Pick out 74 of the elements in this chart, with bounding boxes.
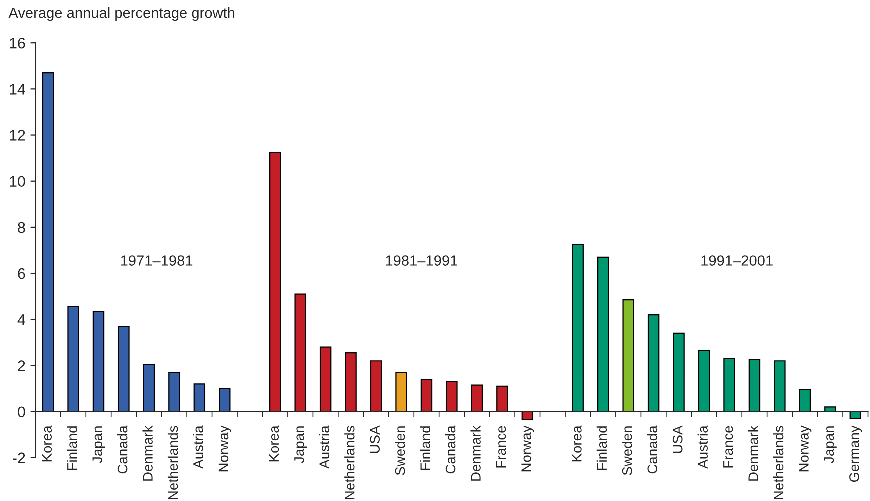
bar [673, 332, 685, 412]
bar [143, 364, 156, 412]
x-tick-label: Norway [799, 426, 812, 472]
x-tick-label: Finland [67, 426, 78, 470]
bar [396, 372, 408, 412]
x-tick-label: Korea [572, 426, 582, 462]
x-tick-label: Korea [42, 426, 52, 462]
y-tick-label: 12 [10, 130, 26, 141]
bar [824, 406, 836, 412]
y-tick-label: 16 [10, 38, 26, 49]
bar [42, 72, 54, 412]
x-tick-label: Japan [294, 426, 308, 464]
bar [774, 360, 786, 412]
x-tick-label: Germany [850, 426, 862, 482]
x-tick-label: Canada [445, 426, 456, 474]
bar [648, 314, 660, 412]
bar [724, 358, 736, 412]
y-tick-label: 0 [18, 406, 26, 418]
x-tick-label: Finland [420, 426, 430, 470]
annotation: 1991–2001 [702, 256, 773, 266]
x-tick-label: Canada [118, 426, 128, 474]
bar [799, 389, 812, 412]
x-tick-label: Korea [269, 426, 280, 462]
bar [219, 388, 231, 412]
x-tick-label: USA [672, 426, 683, 454]
bar [68, 306, 80, 412]
x-tick-label: Denmark [142, 426, 153, 481]
bar [92, 311, 105, 412]
x-tick-label: USA [370, 426, 380, 454]
bar [270, 152, 282, 412]
y-tick-label: 6 [18, 268, 26, 280]
x-tick-label: Japan [92, 426, 106, 464]
bar [118, 326, 130, 412]
x-tick-label: Japan [824, 426, 837, 464]
bar [597, 256, 610, 412]
bar [471, 384, 484, 412]
x-tick-label: Austria [193, 426, 204, 469]
y-tick-label: 10 [10, 176, 26, 188]
y-tick-label: 8 [18, 222, 26, 234]
annotation: 1981–1991 [386, 256, 458, 266]
bar [345, 352, 357, 412]
bar [446, 381, 458, 412]
x-tick-label: Denmark [470, 426, 481, 481]
x-tick-label: Austria [698, 426, 708, 469]
x-tick-label: France [496, 426, 506, 468]
x-tick-label: Sweden [395, 426, 406, 476]
bar [622, 299, 634, 412]
bar [194, 384, 206, 412]
x-tick-label: Finland [596, 426, 608, 470]
bar [370, 360, 382, 412]
y-tick-label: 2 [18, 360, 26, 372]
bar [320, 346, 332, 412]
bar [698, 350, 710, 412]
x-tick-label: France [724, 426, 734, 468]
x-tick-label: Denmark [748, 426, 758, 481]
x-tick-label: Netherlands [168, 426, 178, 500]
bar [496, 386, 508, 412]
bar [294, 294, 306, 412]
x-tick-label: Netherlands [344, 426, 355, 500]
y-axis-title: Average annual percentage growth [8, 8, 235, 22]
bar [748, 359, 761, 412]
x-tick-label: Norway [218, 426, 232, 472]
x-tick-label: Sweden [622, 426, 632, 476]
x-tick-label: Canada [647, 426, 658, 474]
annotation: 1971–1981 [121, 256, 193, 266]
bar [168, 372, 180, 412]
bar [420, 379, 433, 412]
bar [572, 244, 584, 412]
x-tick-label: Netherlands [773, 426, 784, 500]
y-tick-label: -2 [13, 452, 26, 464]
x-tick-label: Austria [319, 426, 330, 469]
x-tick-label: Norway [522, 426, 534, 472]
y-tick-label: 14 [10, 84, 26, 95]
y-tick-label: 4 [18, 314, 26, 326]
